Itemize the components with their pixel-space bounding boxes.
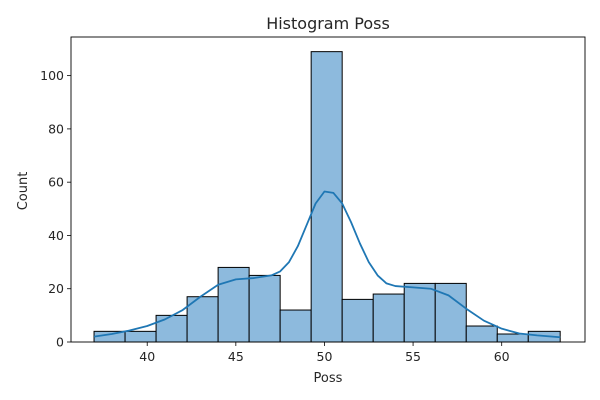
histogram-bar — [403, 282, 436, 343]
x-axis-label: Poss — [314, 371, 343, 386]
histogram-bar — [465, 325, 498, 343]
histogram-bar — [341, 298, 374, 343]
histogram-bar — [124, 330, 157, 343]
x-tick-label: 45 — [228, 349, 244, 364]
x-tick-label: 40 — [139, 349, 155, 364]
y-tick-label: 20 — [48, 281, 64, 296]
plot-area — [93, 51, 561, 343]
y-axis-label: Count — [16, 172, 31, 211]
kde-line — [93, 190, 561, 339]
histogram-bar — [248, 274, 281, 343]
chart-title: Histogram Poss — [266, 14, 390, 33]
x-tick-label: 60 — [494, 349, 510, 364]
axes-frame — [70, 36, 586, 343]
y-tick-label: 40 — [48, 228, 64, 243]
x-tick-label: 50 — [317, 349, 333, 364]
histogram-bar — [372, 293, 405, 343]
y-tick-label: 80 — [48, 121, 64, 136]
x-tick-label: 55 — [405, 349, 421, 364]
y-tick-label: 100 — [40, 68, 64, 83]
histogram-bar — [155, 314, 188, 343]
y-tick-label: 60 — [48, 175, 64, 190]
y-tick-label: 0 — [56, 335, 64, 350]
x-axis-ticks: 40 45 50 55 60 — [139, 342, 510, 364]
histogram-bar — [496, 333, 529, 343]
y-axis-ticks: 0 20 40 60 80 100 — [40, 68, 71, 350]
histogram-bar — [279, 309, 312, 343]
